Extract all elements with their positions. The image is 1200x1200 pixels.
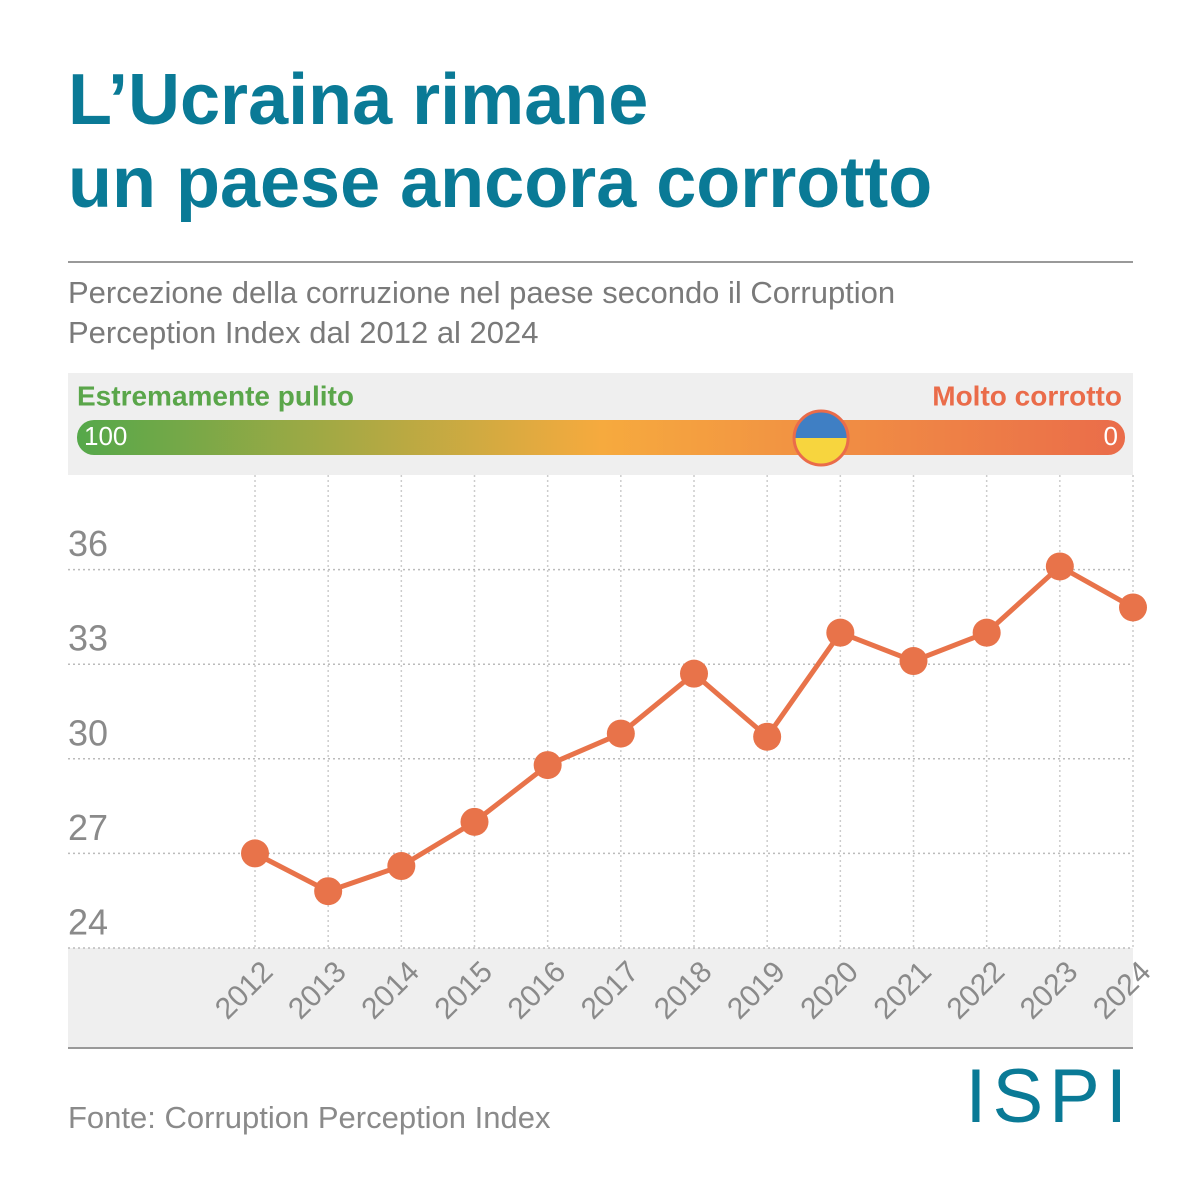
point [460, 807, 489, 836]
subtitle-line: Percezione della corruzione nel paese se… [68, 275, 895, 310]
scale-left-value: 100 [84, 421, 127, 451]
point [606, 719, 635, 748]
scale-right-label: Molto corrotto [932, 380, 1122, 411]
point [680, 659, 708, 688]
scale-left-label: Estremamente pulito [77, 380, 354, 411]
point [826, 618, 855, 647]
flag-bottom [795, 438, 848, 465]
point [1119, 593, 1147, 622]
point [972, 618, 1001, 647]
y-tick-label: 30 [68, 712, 108, 753]
y-tick-label: 24 [68, 902, 108, 943]
scale-bar [77, 420, 1125, 455]
point [1045, 552, 1074, 581]
source: Fonte: Corruption Perception Index [68, 1100, 551, 1135]
point [314, 877, 343, 906]
y-tick-label: 36 [68, 523, 108, 564]
title-line: un paese ancora corrotto [68, 143, 932, 223]
point [241, 839, 269, 868]
x-axis-band [68, 948, 1133, 1048]
y-tick-label: 33 [68, 618, 108, 659]
scale-right-value: 0 [1104, 421, 1118, 451]
point [533, 751, 562, 780]
point [753, 722, 782, 751]
flag-ring [792, 409, 850, 467]
subtitle-line: Perception Index dal 2012 al 2024 [68, 315, 539, 350]
logo: ISPI [965, 1054, 1133, 1139]
y-tick-label: 27 [68, 807, 108, 848]
point [387, 852, 416, 881]
title-line: L’Ucraina rimane [68, 60, 648, 140]
flag-top [795, 412, 848, 438]
point [899, 647, 928, 676]
